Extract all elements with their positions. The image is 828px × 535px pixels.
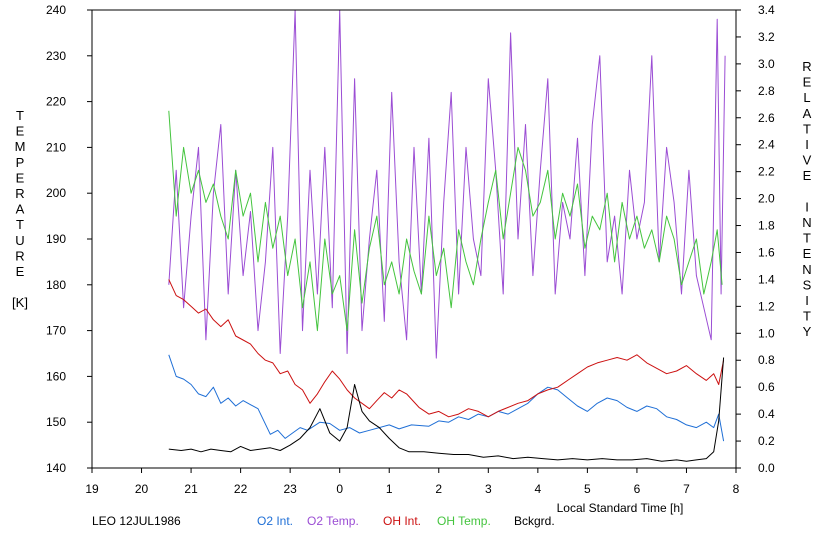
series-line-3 [168,110,723,332]
x-tick-label: 20 [135,482,149,496]
x-tick-label: 19 [85,482,99,496]
y-left-tick-label: 230 [46,49,66,63]
y-right-title-letter: R [802,59,811,74]
y-left-title-letter: E [16,264,25,279]
y-left-tick-label: 200 [46,186,66,200]
y-left-tick-label: 170 [46,324,66,338]
x-axis-title: Local Standard Time [h] [557,501,684,515]
axes: 19 20 21 22 23 0 1 2 3 4 5 6 7 8140150160170180190200… [46,3,775,496]
y-right-tick-label: 2.8 [758,84,775,98]
y-right-tick-label: 1.0 [758,326,775,340]
plot-frame [91,9,737,469]
y-right-tick-label: 1.6 [758,245,775,259]
y-left-title-letter: A [16,202,25,217]
y-right-tick-label: 1.8 [758,219,775,233]
legend-oh-int: OH Int. [383,514,422,528]
y-left-title-letter: T [16,108,24,123]
y-right-tick-label: 0.4 [758,407,775,421]
y-right-title-letter: N [802,215,811,230]
y-right-title-letter: N [802,262,811,277]
y-left-tick-label: 220 [46,95,66,109]
y-left-tick-label: 180 [46,278,66,292]
y-right-tick-label: 0.2 [758,434,775,448]
y-left-tick-label: 140 [46,461,66,475]
y-right-tick-label: 1.2 [758,299,775,313]
y-right-tick-label: 0.6 [758,380,775,394]
y-left-tick-label: 150 [46,415,66,429]
y-right-title-letter: Y [803,324,812,339]
y-right-tick-label: 2.0 [758,192,775,206]
y-right-title-letter: T [803,231,811,246]
x-tick-label: 4 [535,482,542,496]
y-right-tick-label: 3.4 [758,3,775,17]
y-left-title-letter: E [16,170,25,185]
legend-o2-temp: O2 Temp. [307,514,359,528]
series-lines [168,9,726,462]
legend-oh-temp: OH Temp. [437,514,491,528]
x-tick-label: 7 [683,482,690,496]
series-line-0 [168,354,725,442]
y-right-tick-label: 1.4 [758,272,775,286]
y-right-title-letter: E [803,246,812,261]
x-tick-label: 21 [184,482,198,496]
x-tick-label: 22 [234,482,248,496]
y-left-title-letter: R [15,186,24,201]
y-right-tick-label: 0.8 [758,353,775,367]
legend-o2-int: O2 Int. [257,514,294,528]
y-left-title-letter: P [16,155,25,170]
y-left-tick-label: 210 [46,140,66,154]
legend-background: Bckgrd. [514,514,555,528]
y-left-tick-label: 160 [46,369,66,383]
y-right-tick-label: 2.2 [758,165,775,179]
y-left-tick-label: 240 [46,3,66,17]
y-left-title-letter: R [15,248,24,263]
series-line-1 [168,9,726,359]
y-right-title-letter: A [803,106,812,121]
y-right-tick-label: 3.0 [758,57,775,71]
series-line-4 [168,357,725,462]
y-right-title-letter: I [805,293,809,308]
y-right-tick-label: 2.6 [758,111,775,125]
y-right-title-letter: I [805,137,809,152]
x-tick-label: 1 [386,482,393,496]
x-tick-label: 6 [634,482,641,496]
date-label: LEO 12JUL1986 [92,514,181,528]
y-left-tick-label: 190 [46,232,66,246]
series-line-2 [168,279,725,418]
y-right-title-letter: T [803,121,811,136]
x-tick-label: 23 [283,482,297,496]
x-tick-label: 8 [733,482,740,496]
y-left-title-letter: M [15,139,26,154]
x-tick-label: 3 [485,482,492,496]
y-left-title-letter: T [16,217,24,232]
y-right-title-letter: E [803,168,812,183]
y-right-title-letter: I [805,199,809,214]
y-right-title-letter: L [803,90,810,105]
y-right-title-letter: S [803,277,812,292]
y-right-tick-label: 2.4 [758,138,775,152]
x-tick-label: 2 [435,482,442,496]
y-right-title-letter: T [803,309,811,324]
y-right-title-letter: V [803,153,812,168]
y-right-tick-label: 0.0 [758,461,775,475]
x-tick-label: 5 [584,482,591,496]
y-right-title-letter: E [803,75,812,90]
y-left-title-letter: E [16,124,25,139]
y-left-title-letter: [K] [12,295,28,310]
x-tick-label: 0 [336,482,343,496]
y-left-title-letter: U [15,233,24,248]
y-right-tick-label: 3.2 [758,30,775,44]
